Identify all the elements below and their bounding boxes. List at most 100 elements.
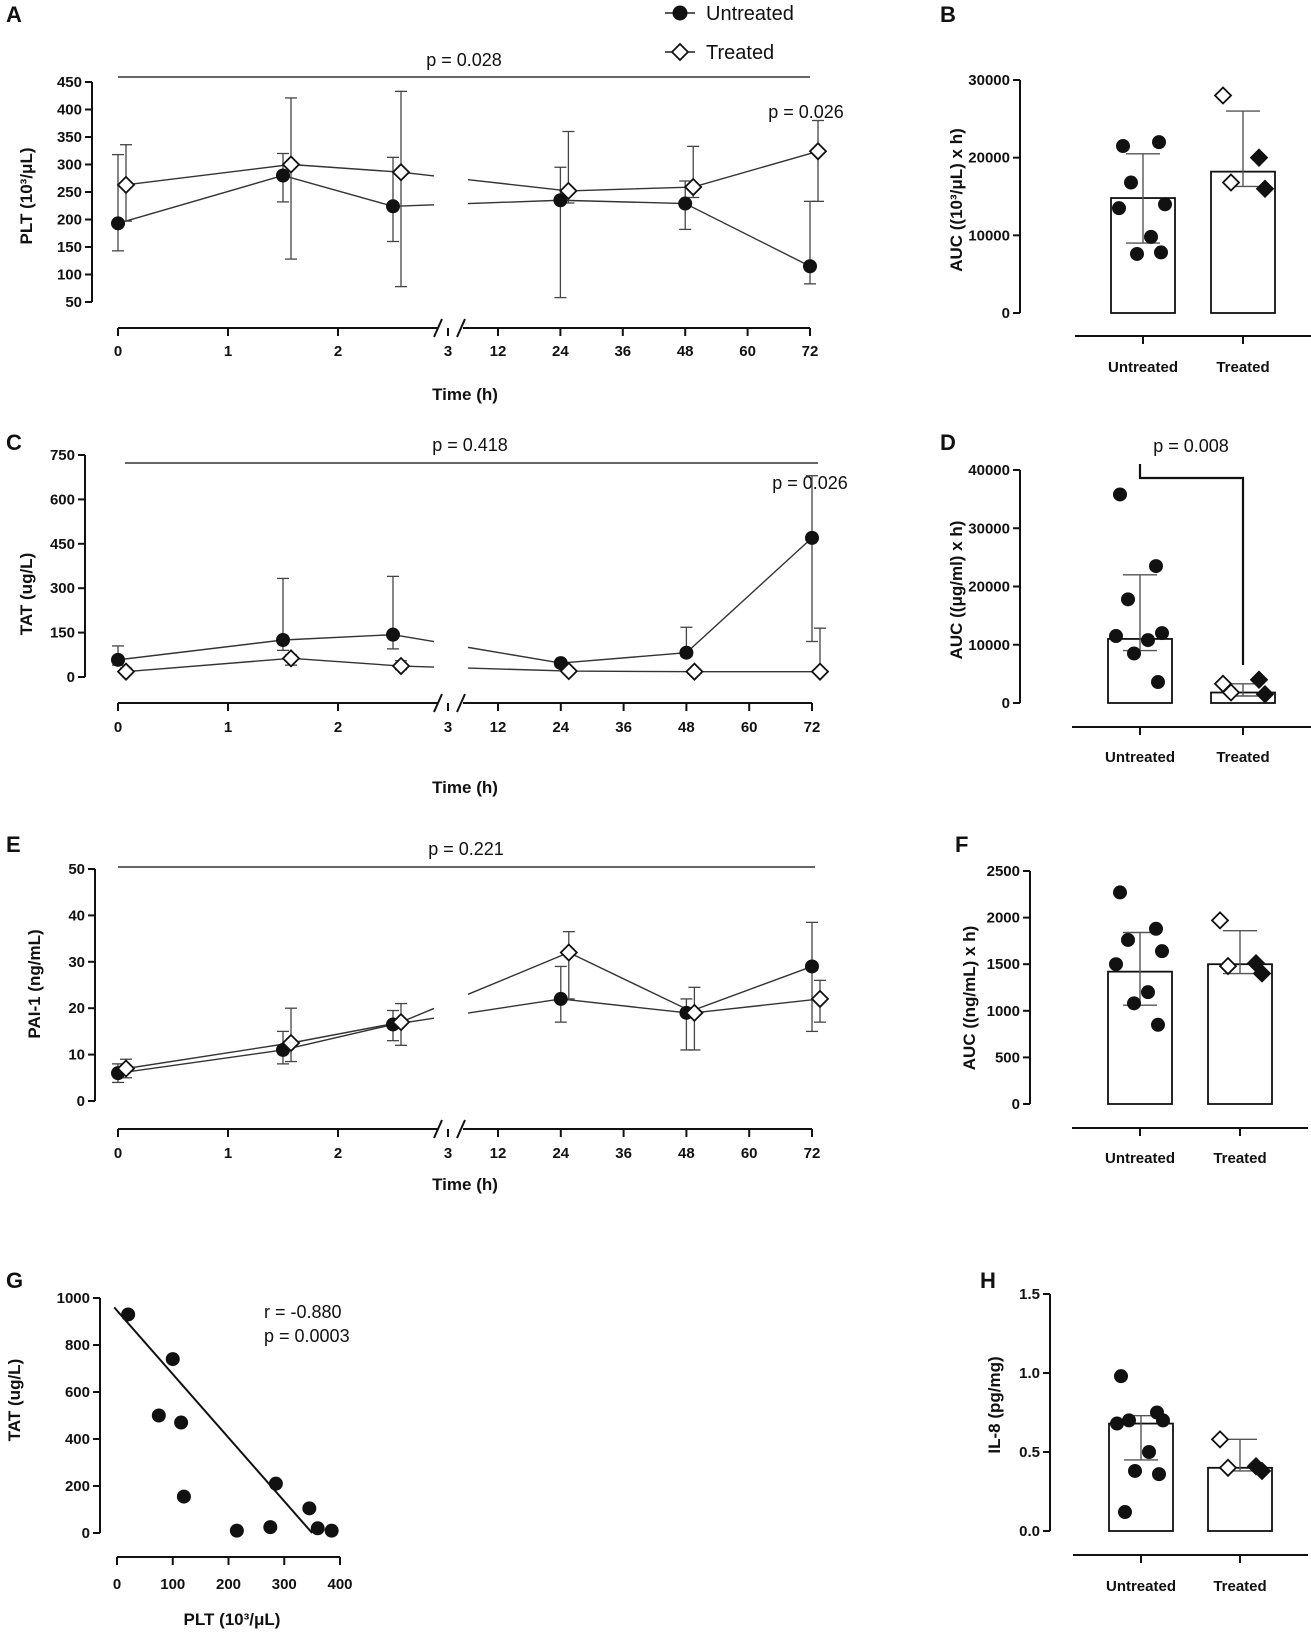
panel-a-treated-line bbox=[467, 150, 819, 192]
panel-b-point-untreated bbox=[1130, 246, 1144, 261]
panel-e-y-tick-label: 50 bbox=[68, 861, 85, 878]
panel-a-untreated-line bbox=[117, 174, 435, 225]
panel-h-y-tick-label: 0.0 bbox=[1019, 1523, 1040, 1540]
panel-c-x-tick-label: 24 bbox=[552, 719, 569, 736]
panel-d-category-label-treated: Treated bbox=[1216, 749, 1269, 766]
panel-h-chart: IL-8 (pg/mg) 0.0 0.5 1.0 1.5 Untreated Treate… bbox=[985, 1286, 1308, 1595]
panel-a-y-tick-label: 400 bbox=[57, 102, 82, 119]
panel-f-ylabel: AUC ((ng/mL) x h) bbox=[960, 926, 979, 1070]
panel-a-treated-point bbox=[281, 155, 301, 174]
panel-c-y-tick-label: 750 bbox=[50, 447, 75, 464]
panel-c-y-tick-label: 150 bbox=[50, 625, 75, 642]
panel-g-y-tick-label: 400 bbox=[65, 1431, 90, 1448]
panel-a-treated-point bbox=[683, 177, 703, 197]
panel-f-bar-treated bbox=[1207, 963, 1273, 1105]
panel-e-untreated-line bbox=[117, 1017, 435, 1074]
panel-d-y-tick-label: 20000 bbox=[968, 579, 1010, 596]
panel-c-untreated-point bbox=[111, 652, 125, 667]
panel-a-untreated-point bbox=[553, 193, 568, 208]
panel-c-y-tick-label: 450 bbox=[50, 536, 75, 553]
panel-c-x-tick-label: 3 bbox=[444, 719, 452, 736]
panel-e-untreated-point bbox=[553, 991, 568, 1006]
panel-g-point bbox=[268, 1476, 283, 1491]
panel-f-point-treated bbox=[1252, 964, 1272, 983]
panel-d-compare-bracket bbox=[1138, 464, 1245, 665]
panel-h-point-untreated bbox=[1152, 1467, 1166, 1482]
panel-f-y-tick-label: 1500 bbox=[987, 956, 1020, 973]
panel-g-point bbox=[302, 1501, 317, 1516]
panel-e-p-overall: p = 0.221 bbox=[428, 839, 504, 859]
panel-g-point bbox=[165, 1352, 180, 1367]
panel-b-point-untreated bbox=[1154, 245, 1168, 260]
panel-g-fit-line bbox=[113, 1306, 313, 1534]
panel-e-treated-point bbox=[559, 943, 579, 962]
panel-a-x-tick-label: 1 bbox=[224, 343, 232, 360]
panel-a-treated-point bbox=[808, 142, 828, 161]
panel-c-untreated-line bbox=[467, 537, 813, 664]
panel-letter-a: A bbox=[6, 2, 22, 27]
panel-letter-g: G bbox=[6, 1268, 23, 1293]
panel-e-y-tick-label: 10 bbox=[68, 1047, 85, 1064]
panel-c-treated-point bbox=[559, 661, 579, 681]
panel-b-y-tick-label: 0 bbox=[1002, 305, 1010, 322]
panel-c-x-tick-label: 48 bbox=[678, 719, 695, 736]
panel-a-x-tick-label: 12 bbox=[490, 343, 507, 360]
panel-e-x-tick-label: 0 bbox=[114, 1145, 122, 1162]
panel-a-untreated-point bbox=[111, 216, 125, 231]
panel-f-point-treated bbox=[1218, 956, 1238, 976]
panel-f-point-untreated bbox=[1155, 944, 1169, 959]
panel-a-y-tick-label: 100 bbox=[57, 267, 82, 284]
panel-g-x-tick-label: 100 bbox=[160, 1576, 185, 1593]
panel-f-point-untreated bbox=[1141, 985, 1155, 1000]
panel-c-untreated-point bbox=[276, 633, 290, 647]
panel-d-point-untreated bbox=[1109, 629, 1123, 644]
panel-f-y-tick-label: 0 bbox=[1012, 1096, 1020, 1113]
panel-g-point bbox=[229, 1523, 244, 1538]
panel-g-x-tick-label: 200 bbox=[216, 1576, 241, 1593]
panel-h-ylabel: IL-8 (pg/mg) bbox=[985, 1356, 1004, 1453]
panel-h-y-tick-label: 1.5 bbox=[1019, 1286, 1040, 1303]
panel-f-point-untreated bbox=[1121, 932, 1135, 947]
panel-b-point-treated bbox=[1255, 179, 1275, 199]
panel-b-point-treated bbox=[1213, 86, 1233, 105]
panel-d-y-tick-label: 0 bbox=[1002, 695, 1010, 712]
panel-letter-d: D bbox=[940, 430, 956, 455]
panel-f-point-untreated bbox=[1127, 996, 1141, 1011]
panel-h-y-tick-label: 1.0 bbox=[1019, 1365, 1040, 1382]
legend-untreated-label: Untreated bbox=[706, 3, 794, 25]
panel-b-ylabel: AUC ((10³/μL) x h) bbox=[947, 128, 966, 272]
panel-f-point-treated bbox=[1210, 911, 1230, 930]
panel-a-p-overall: p = 0.028 bbox=[426, 50, 502, 70]
panel-b-y-tick-label: 20000 bbox=[968, 150, 1010, 167]
panel-g-point bbox=[310, 1521, 325, 1536]
panel-g-r-text: r = -0.880 bbox=[264, 1302, 342, 1322]
panel-f-point-untreated bbox=[1113, 885, 1127, 900]
panel-letter-c: C bbox=[6, 430, 22, 455]
panel-e-x-tick-label: 2 bbox=[334, 1145, 342, 1162]
panel-a-x-tick-label: 36 bbox=[614, 343, 631, 360]
panel-h-point-untreated bbox=[1128, 1463, 1142, 1478]
panel-b-y-tick-label: 30000 bbox=[968, 72, 1010, 89]
panel-g-x-tick-label: 300 bbox=[272, 1576, 297, 1593]
legend-treated-marker bbox=[670, 42, 690, 62]
panel-e-untreated-point bbox=[805, 959, 819, 974]
panel-d-point-untreated bbox=[1121, 592, 1135, 607]
panel-c-treated-point bbox=[116, 662, 136, 681]
panel-h-point-untreated bbox=[1142, 1445, 1156, 1459]
panel-g-point bbox=[324, 1523, 339, 1538]
panel-f-y-tick-label: 2500 bbox=[987, 863, 1020, 880]
panel-e-x-tick-label: 72 bbox=[804, 1145, 821, 1162]
panel-g-chart: TAT (ug/L) PLT (10³/μL) r = -0.880 p = 0… bbox=[5, 1290, 353, 1629]
panel-d-y-tick-label: 40000 bbox=[968, 462, 1010, 479]
panel-a-x-tick-label: 3 bbox=[444, 343, 452, 360]
panel-e-treated-point bbox=[116, 1059, 136, 1078]
panel-c-ylabel: TAT (ug/L) bbox=[17, 553, 36, 635]
panel-c-treated-point bbox=[810, 662, 830, 681]
panel-g-y-tick-label: 1000 bbox=[57, 1290, 90, 1307]
panel-letter-h: H bbox=[980, 1268, 996, 1293]
panel-e-treated-line bbox=[467, 951, 821, 1014]
panel-c-untreated-line bbox=[117, 633, 435, 661]
panel-g-x-tick-label: 0 bbox=[113, 1576, 121, 1593]
panel-c-y-tick-label: 600 bbox=[50, 491, 75, 508]
panel-b-point-untreated bbox=[1112, 201, 1126, 216]
